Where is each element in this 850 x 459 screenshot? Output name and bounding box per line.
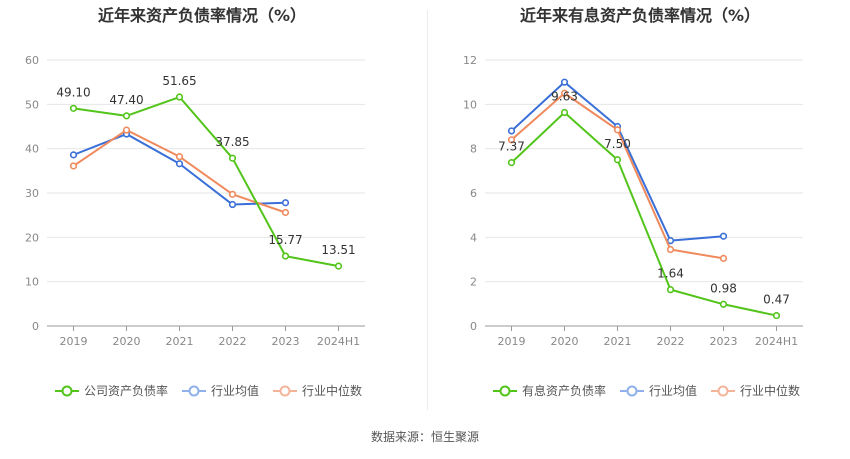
x-tick-label: 2024H1 bbox=[317, 335, 360, 348]
data-point bbox=[281, 252, 290, 260]
data-point bbox=[122, 126, 131, 134]
series-line-3 bbox=[510, 92, 724, 260]
data-label: 9.63 bbox=[551, 90, 578, 104]
x-tick-label: 2021 bbox=[604, 335, 632, 348]
data-point bbox=[228, 190, 237, 198]
chart-1: 近年来资产负债率情况（%） 0 10 20 30 40 50 60 2019 2020 2021 20… bbox=[25, 6, 365, 398]
y-tick-label: 10 bbox=[25, 276, 39, 289]
y-tick-label: 8 bbox=[470, 143, 477, 156]
data-point bbox=[122, 112, 131, 120]
legend-swatch-marker bbox=[717, 385, 729, 397]
legend-label: 行业中位数 bbox=[740, 383, 800, 398]
data-point bbox=[719, 254, 728, 262]
x-tick-label: 2020 bbox=[113, 335, 141, 348]
data-point bbox=[507, 127, 516, 135]
series-line-1 bbox=[510, 111, 777, 317]
data-point bbox=[666, 245, 675, 254]
x-tick-label: 2024H1 bbox=[755, 335, 798, 348]
data-point bbox=[719, 232, 728, 240]
data-label: 37.85 bbox=[215, 135, 249, 149]
series-line-1 bbox=[73, 96, 339, 268]
x-tick-label: 2022 bbox=[219, 335, 247, 348]
data-point bbox=[560, 108, 569, 117]
data-point bbox=[719, 300, 728, 308]
data-source-note: 数据来源：恒生聚源 bbox=[370, 430, 479, 444]
data-point bbox=[666, 237, 675, 245]
data-point bbox=[507, 136, 516, 144]
data-label: 0.98 bbox=[710, 281, 737, 295]
chart-title: 近年来有息资产负债率情况（%） bbox=[520, 6, 760, 25]
x-tick-label: 2021 bbox=[166, 335, 194, 348]
y-tick-label: 40 bbox=[25, 143, 39, 156]
y-tick-label: 12 bbox=[463, 54, 477, 67]
legend-swatch-marker bbox=[188, 385, 200, 397]
legend-label: 行业均值 bbox=[211, 383, 259, 398]
legend-item-2: 行业均值 bbox=[620, 383, 697, 398]
data-point bbox=[228, 154, 237, 162]
y-tick-label: 0 bbox=[470, 320, 477, 333]
data-point bbox=[560, 89, 569, 97]
data-point bbox=[507, 159, 516, 167]
x-tick-label: 2020 bbox=[551, 335, 579, 348]
chart-2: 近年来有息资产负债率情况（%） 0 2 4 6 8 10 12 2019 2020 2021 2022… bbox=[463, 6, 803, 398]
legend-item-2: 行业均值 bbox=[182, 383, 259, 398]
data-label: 47.40 bbox=[109, 93, 143, 107]
legend-swatch-marker bbox=[279, 385, 291, 397]
data-point bbox=[281, 199, 290, 207]
data-label: 1.64 bbox=[657, 267, 684, 281]
y-tick-label: 0 bbox=[32, 320, 39, 333]
y-tick-label: 60 bbox=[25, 54, 39, 67]
legend-item-1: 公司资产负债率 bbox=[55, 383, 168, 398]
data-point bbox=[772, 311, 781, 320]
legend-label: 行业中位数 bbox=[302, 383, 362, 398]
legend-swatch-marker bbox=[499, 385, 511, 397]
data-point bbox=[281, 208, 290, 217]
x-tick-label: 2019 bbox=[60, 335, 88, 348]
y-tick-label: 20 bbox=[25, 231, 39, 244]
x-tick-label: 2023 bbox=[710, 335, 738, 348]
legend-item-3: 行业中位数 bbox=[711, 383, 800, 398]
data-label: 15.77 bbox=[268, 233, 302, 247]
y-tick-label: 4 bbox=[470, 231, 477, 244]
data-point bbox=[334, 262, 343, 270]
x-tick-label: 2019 bbox=[498, 335, 526, 348]
x-tick-label: 2023 bbox=[272, 335, 300, 348]
y-tick-label: 2 bbox=[470, 276, 477, 289]
y-tick-label: 6 bbox=[470, 187, 477, 200]
y-tick-label: 30 bbox=[25, 187, 39, 200]
chart-title: 近年来资产负债率情况（%） bbox=[98, 6, 306, 25]
legend-label: 有息资产负债率 bbox=[522, 383, 606, 398]
data-point bbox=[69, 151, 78, 159]
panel-divider bbox=[427, 10, 428, 410]
data-point bbox=[666, 286, 675, 294]
legend-label: 行业均值 bbox=[649, 383, 697, 398]
data-label: 13.51 bbox=[321, 243, 355, 257]
data-point bbox=[175, 160, 184, 168]
data-point bbox=[228, 200, 237, 209]
data-point bbox=[175, 153, 184, 161]
x-tick-label: 2022 bbox=[657, 335, 685, 348]
data-point bbox=[560, 78, 569, 86]
data-label: 7.50 bbox=[604, 137, 631, 151]
legend-swatch-marker bbox=[61, 385, 73, 397]
y-tick-label: 10 bbox=[463, 98, 477, 111]
data-label: 0.47 bbox=[763, 293, 790, 307]
legend-item-1: 有息资产负债率 bbox=[493, 383, 606, 398]
legend-swatch-marker bbox=[626, 385, 638, 397]
data-point bbox=[175, 93, 184, 101]
y-tick-label: 50 bbox=[25, 98, 39, 111]
data-point bbox=[613, 156, 622, 164]
data-point bbox=[613, 126, 622, 134]
legend-item-3: 行业中位数 bbox=[273, 383, 362, 398]
legend-label: 公司资产负债率 bbox=[84, 383, 168, 398]
data-label: 49.10 bbox=[56, 85, 90, 99]
data-label: 7.37 bbox=[498, 140, 525, 154]
data-point bbox=[69, 162, 78, 170]
data-point bbox=[69, 104, 78, 112]
data-label: 51.65 bbox=[162, 74, 196, 88]
